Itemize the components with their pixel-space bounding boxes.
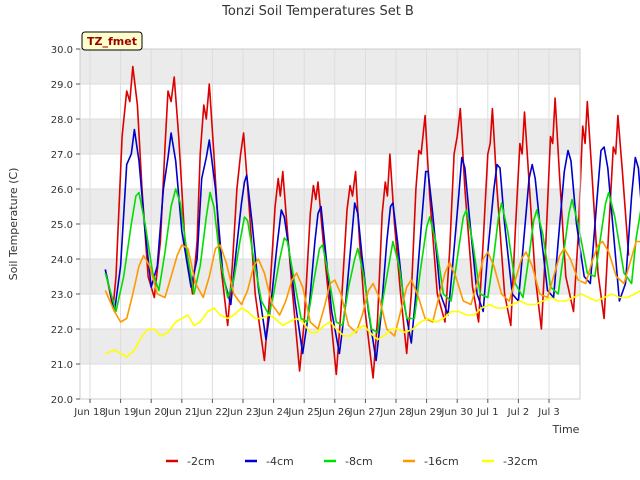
x-tick-label: Jun 23 (226, 407, 259, 418)
x-tick-label: Jun 18 (73, 407, 106, 418)
series-line-3 (104, 240, 640, 337)
y-tick-label: 25.0 (51, 220, 73, 231)
x-tick-label: Jun 25 (287, 407, 320, 418)
x-tick-label: Jun 24 (257, 407, 290, 418)
y-axis-label: Soil Temperature (C) (7, 168, 20, 281)
legend-label-4: -32cm (503, 455, 538, 468)
x-tick-label: Jun 21 (165, 407, 198, 418)
x-tick-label: Jun 20 (134, 407, 167, 418)
grid-band (80, 49, 580, 84)
x-tick-label: Jul 1 (476, 407, 499, 418)
x-axis-label: Time (552, 423, 580, 436)
series-line-0 (104, 65, 630, 379)
x-tick-label: Jun 19 (104, 407, 137, 418)
y-tick-label: 24.0 (51, 255, 73, 266)
series-line-4 (105, 290, 640, 358)
y-tick-label: 23.0 (51, 290, 73, 301)
legend: -2cm -4cm -8cm -16cm -32cm (166, 455, 538, 468)
y-tick-label: 27.0 (51, 150, 73, 161)
y-tick-label: 28.0 (51, 115, 73, 126)
series-line-2 (104, 188, 640, 334)
x-tick-label: Jun 27 (349, 407, 382, 418)
y-tick-label: 29.0 (51, 80, 73, 91)
x-tick-label: Jun 29 (410, 407, 443, 418)
x-tick-label: Jul 3 (537, 407, 560, 418)
y-tick-label: 26.0 (51, 185, 73, 196)
y-tick-label: 22.0 (51, 325, 73, 336)
annotation-label: TZ_fmet (87, 35, 137, 48)
chart-title: Tonzi Soil Temperatures Set B (221, 4, 414, 19)
x-tick-label: Jun 30 (440, 407, 473, 418)
x-tick-labels: Jun 18 Jun 19 Jun 20 Jun 21 Jun 22 Jun 23 Jun … (73, 399, 560, 418)
y-tick-label: 21.0 (51, 360, 73, 371)
legend-label-0: -2cm (187, 455, 215, 468)
x-tick-label: Jun 26 (318, 407, 351, 418)
x-tick-label: Jun 22 (196, 407, 229, 418)
y-tick-label: 30.0 (51, 45, 73, 56)
y-tick-labels: 20.0 21.0 22.0 23.0 24.0 25.0 26.0 27.0 28.0 29.0… (51, 45, 80, 406)
legend-label-1: -4cm (266, 455, 294, 468)
series-line-1 (104, 128, 640, 362)
annotation-box: TZ_fmet (81, 31, 143, 51)
grid-band (80, 329, 580, 364)
y-tick-label: 20.0 (51, 395, 73, 406)
legend-label-2: -8cm (345, 455, 373, 468)
series-lines (104, 65, 640, 379)
legend-label-3: -16cm (424, 455, 459, 468)
grid-band (80, 119, 580, 154)
x-tick-label: Jul 2 (507, 407, 530, 418)
x-tick-label: Jun 28 (379, 407, 412, 418)
